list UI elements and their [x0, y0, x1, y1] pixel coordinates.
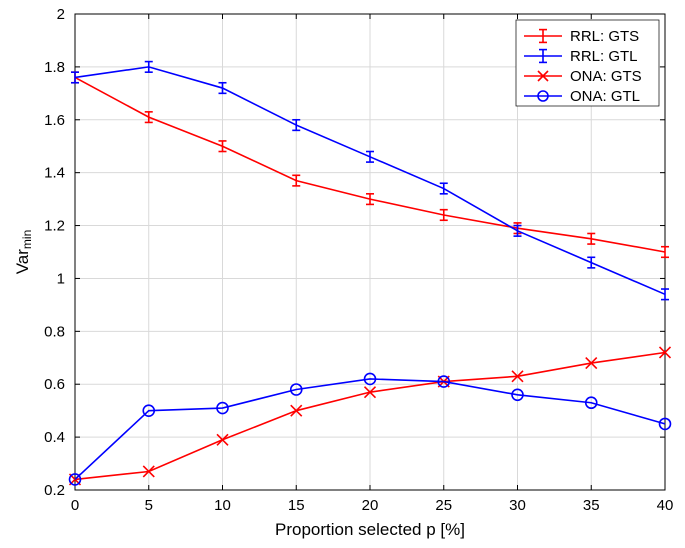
x-tick-label: 0	[71, 497, 79, 514]
x-tick-label: 25	[435, 497, 452, 514]
chart-svg: 0 5 10 15 20 25 30 35 40 0.2 0.4 0.6 0.8 1 1.2 1.4 1.6 1.…	[0, 0, 685, 548]
y-tick-label: 0.6	[44, 376, 65, 393]
y-tick-label: 1.2	[44, 218, 65, 235]
x-tick-label: 20	[362, 497, 379, 514]
x-axis-label: Proportion selected p [%]	[275, 520, 465, 539]
y-tick-label: 1	[57, 270, 65, 287]
x-tick-label: 5	[145, 497, 153, 514]
x-tick-label: 35	[583, 497, 600, 514]
y-tick-label: 2	[57, 6, 65, 23]
legend-label: RRL: GTS	[570, 28, 639, 45]
x-tick-label: 10	[214, 497, 231, 514]
y-tick-label: 1.4	[44, 165, 65, 182]
y-tick-label: 1.6	[44, 112, 65, 129]
x-tick-label: 40	[657, 497, 674, 514]
legend-label: RRL: GTL	[570, 48, 638, 65]
x-tick-label: 15	[288, 497, 305, 514]
x-tick-label: 30	[509, 497, 526, 514]
y-tick-label: 0.8	[44, 323, 65, 340]
y-tick-label: 0.2	[44, 482, 65, 499]
legend-label: ONA: GTL	[570, 88, 640, 105]
chart-container: 0 5 10 15 20 25 30 35 40 0.2 0.4 0.6 0.8 1 1.2 1.4 1.6 1.…	[0, 0, 685, 548]
y-tick-label: 0.4	[44, 429, 65, 446]
legend: RRL: GTS RRL: GTL ONA: GTS ONA: GTL	[516, 20, 659, 106]
legend-label: ONA: GTS	[570, 68, 642, 85]
y-tick-label: 1.8	[44, 59, 65, 76]
